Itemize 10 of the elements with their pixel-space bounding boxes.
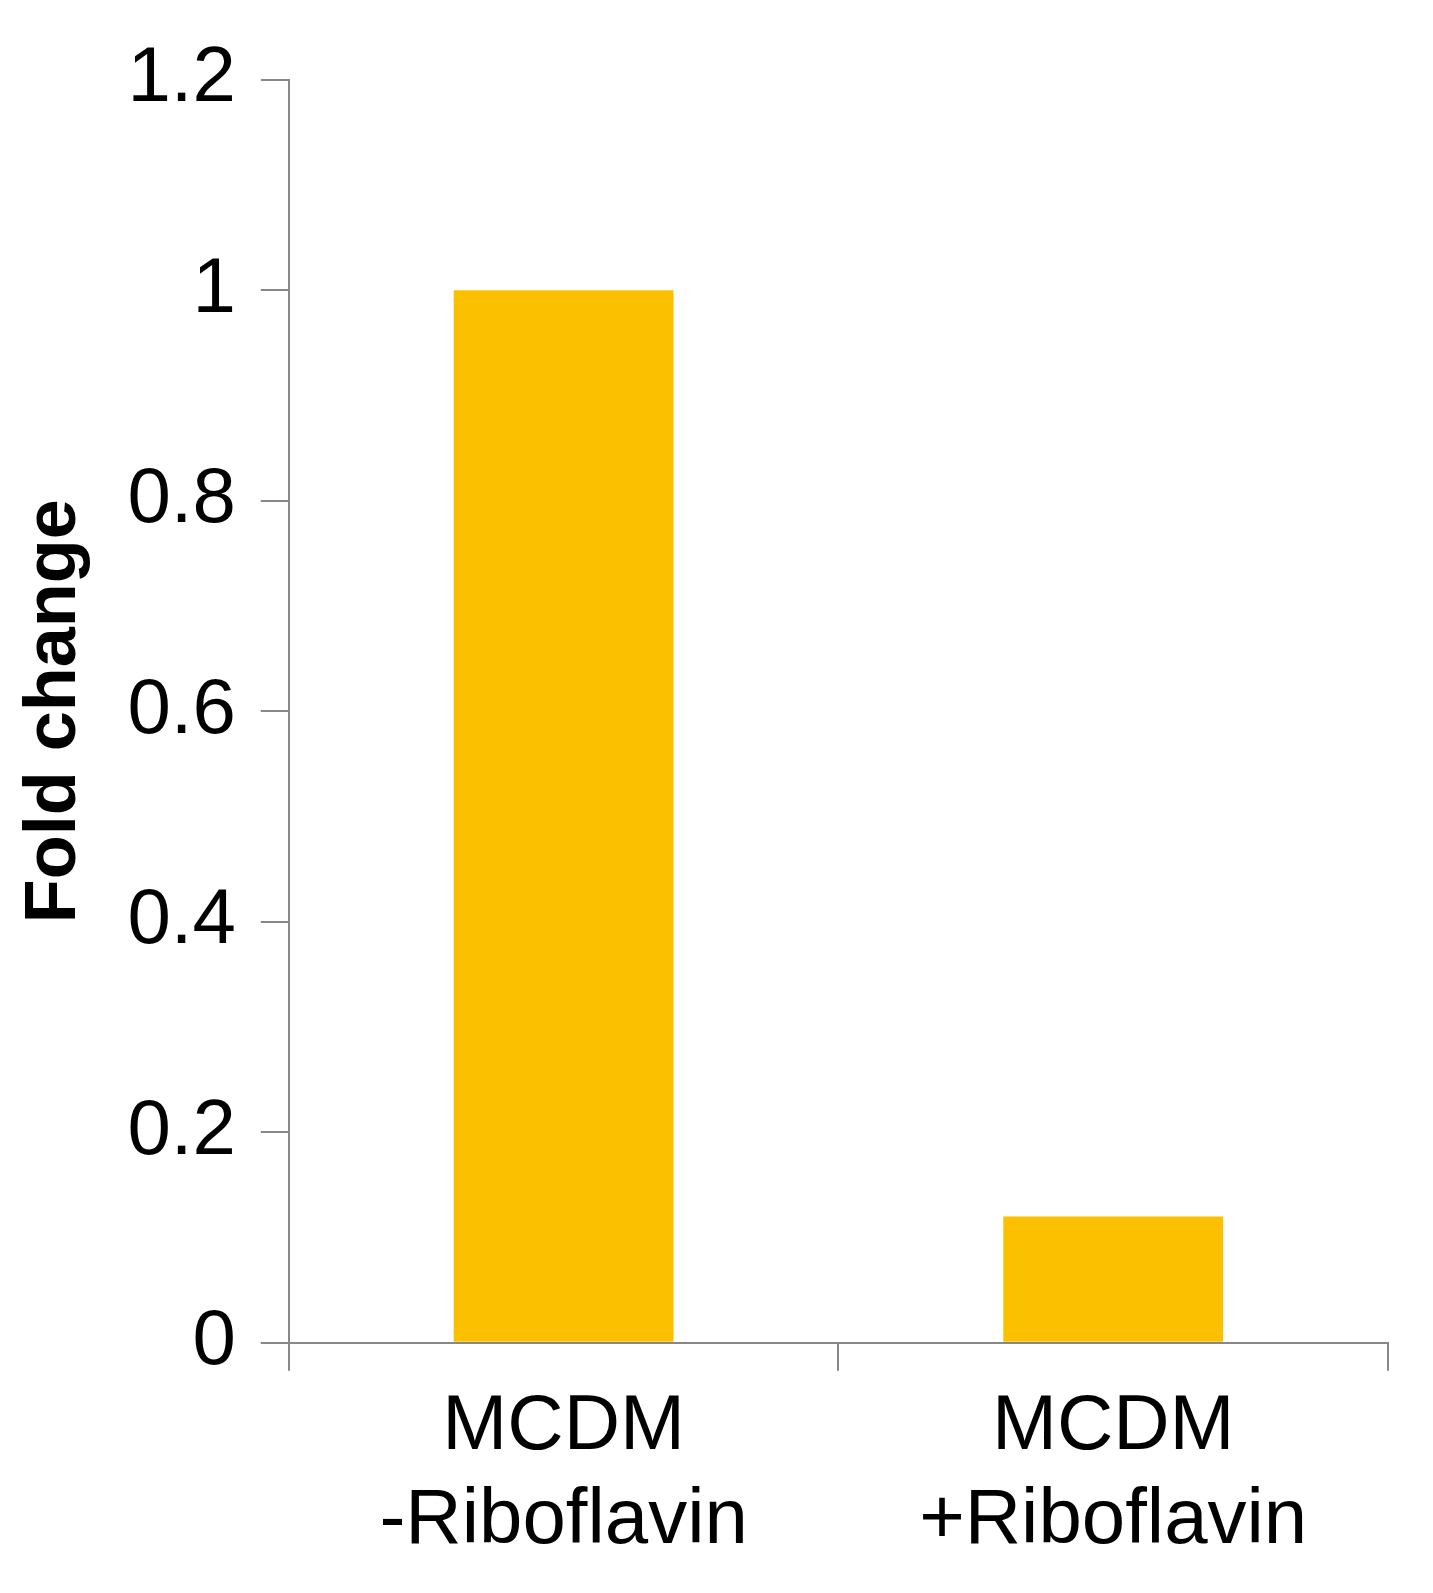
y-tick-label: 0.2 xyxy=(127,1082,236,1171)
x-tick-label: MCDM -Riboflavin xyxy=(379,1378,748,1560)
y-tick-label: 0 xyxy=(192,1293,236,1382)
y-tick-label: 1 xyxy=(192,240,236,329)
x-tick-label: MCDM +Riboflavin xyxy=(919,1378,1308,1560)
y-tick-label: 0.4 xyxy=(127,872,236,961)
y-axis-title: Fold change xyxy=(10,499,91,924)
y-tick-label: 0.8 xyxy=(127,451,236,540)
y-tick-label: 0.6 xyxy=(127,661,236,750)
y-tick-label: 1.2 xyxy=(127,30,236,119)
